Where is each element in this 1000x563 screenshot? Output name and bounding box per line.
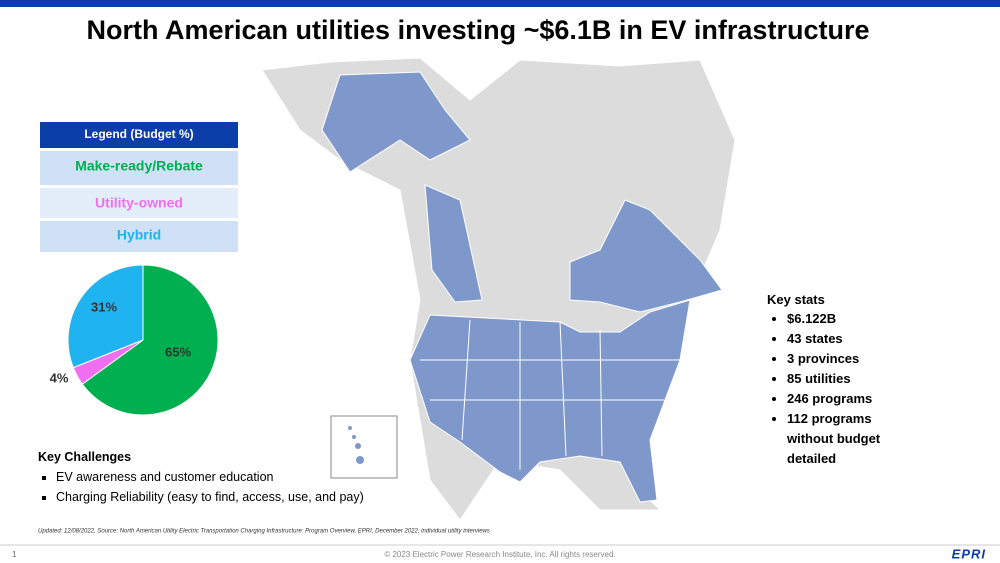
data-label: 31%	[91, 299, 117, 314]
key-stats: Key stats $6.122B43 states3 provinces85 …	[767, 292, 897, 469]
data-label: 4%	[50, 370, 69, 385]
legend-row	[40, 151, 238, 185]
logo: EPRI	[952, 546, 986, 561]
legend-title: Legend (Budget %)	[84, 127, 193, 141]
key-stats-list: $6.122B43 states3 provinces85 utilities2…	[767, 309, 897, 469]
list-item: 85 utilities	[787, 369, 897, 389]
slide-title: North American utilities investing ~$6.1…	[87, 15, 870, 45]
legend-row	[40, 188, 238, 218]
legend-header	[40, 122, 238, 148]
key-challenges-title: Key Challenges	[38, 450, 132, 464]
key-stats-title: Key stats	[767, 292, 825, 307]
page-number: 1	[12, 550, 17, 559]
list-item: 3 provinces	[787, 349, 897, 369]
legend-entry: Hybrid	[117, 227, 161, 243]
pie-slice	[81, 264, 219, 416]
map	[261, 57, 736, 521]
top-bar	[0, 0, 1000, 7]
source-note: Updated: 12/08/2022, Source: North Ameri…	[38, 529, 490, 535]
list-item: Charging Reliability (easy to find, acce…	[56, 487, 364, 507]
pie-slice	[67, 264, 144, 369]
legend-row	[40, 221, 238, 252]
list-item: EV awareness and customer education	[56, 467, 364, 487]
data-label: 65%	[165, 344, 191, 359]
key-challenges: Key Challenges EV awareness and customer…	[38, 450, 364, 507]
legend-entry: Make-ready/Rebate	[75, 158, 203, 174]
copyright: © 2023 Electric Power Research Institute…	[384, 550, 615, 559]
legend-entry: Utility-owned	[95, 195, 183, 211]
key-challenges-list: EV awareness and customer educationCharg…	[38, 467, 364, 507]
list-item: $6.122B	[787, 309, 897, 329]
list-item: 112 programs without budget detailed	[787, 409, 897, 469]
list-item: 43 states	[787, 329, 897, 349]
list-item: 246 programs	[787, 389, 897, 409]
